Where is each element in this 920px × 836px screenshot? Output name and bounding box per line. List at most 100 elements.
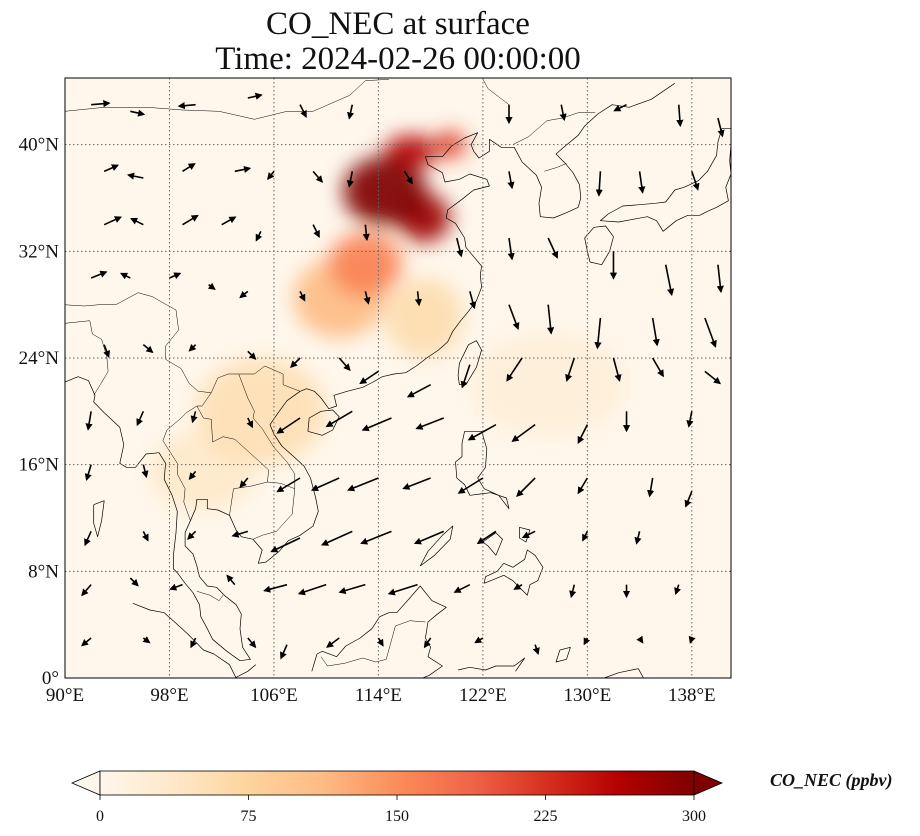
border-1: [162, 392, 212, 521]
wind-vector-25: [182, 214, 199, 226]
coastline-9: [419, 525, 454, 567]
wind-vector-116: [142, 636, 151, 644]
wind-vector-86: [516, 477, 536, 498]
map-frame: [64, 77, 732, 679]
border-10: [320, 620, 426, 667]
wind-vector-39: [207, 282, 216, 291]
wind-vector-110: [453, 583, 471, 593]
wind-vector-104: [169, 583, 183, 591]
wind-vector-88: [647, 477, 655, 498]
lat-tick-label-24: 24°N: [19, 348, 60, 369]
lon-tick-label-98: 98°E: [150, 685, 188, 706]
wind-vector-28: [312, 224, 320, 238]
wind-vector-20: [595, 171, 603, 197]
wind-vector-102: [81, 584, 92, 597]
wind-vector-38: [169, 272, 182, 280]
wind-vector-99: [521, 530, 536, 539]
wind-vector-8: [613, 103, 627, 112]
coastline-4: [600, 128, 731, 232]
wind-vector-59: [506, 357, 523, 382]
colorbar-ticks: 0 75 150 225 300: [96, 795, 706, 825]
wind-vector-0: [91, 100, 111, 108]
wind-vector-24: [130, 217, 144, 226]
wind-vector-101: [634, 531, 642, 545]
coastline-13: [132, 602, 237, 678]
wind-vector-5: [347, 104, 355, 120]
wind-vector-72: [467, 423, 497, 441]
wind-vector-83: [347, 477, 379, 492]
colorbar-tick-label-300: 300: [682, 808, 706, 825]
wind-vector-52: [188, 344, 197, 352]
wind-vector-42: [363, 291, 371, 305]
wind-vector-96: [360, 530, 392, 545]
coastline-7: [519, 526, 531, 543]
wind-vector-70: [361, 417, 392, 432]
lon-tick-label-138: 138°E: [668, 685, 716, 706]
longitude-tick-labels: 90°E 98°E 106°E 114°E 122°E 130°E 138°E: [46, 685, 716, 706]
wind-vector-126: [636, 635, 644, 644]
wind-vector-50: [103, 344, 111, 359]
coastline-17: [604, 668, 644, 678]
wind-vector-48: [651, 317, 660, 347]
wind-vector-107: [297, 583, 327, 596]
wind-vector-95: [320, 530, 353, 546]
coastline-3: [584, 225, 614, 266]
wind-vectors: [81, 92, 725, 660]
lat-tick-label-8: 8°N: [28, 561, 59, 582]
wind-vector-73: [511, 424, 536, 443]
coastline-6: [482, 532, 503, 556]
lon-tick-label-122: 122°E: [459, 685, 507, 706]
colorbar-tick-label-0: 0: [96, 808, 104, 825]
wind-vector-40: [239, 290, 249, 299]
wind-vector-93: [231, 530, 249, 538]
wind-vector-45: [508, 304, 520, 331]
wind-vector-114: [674, 584, 682, 596]
wind-vector-55: [338, 357, 351, 372]
coastline-2: [457, 340, 482, 386]
wind-vector-71: [415, 417, 444, 430]
wind-vector-115: [81, 637, 92, 647]
wind-vector-78: [141, 464, 149, 479]
wind-vector-57: [406, 383, 432, 398]
wind-vector-36: [90, 270, 108, 279]
lon-tick-label-114: 114°E: [355, 685, 402, 706]
concentration-hotspot-3: [384, 278, 464, 358]
wind-vector-123: [474, 636, 484, 644]
coastline-16: [458, 657, 526, 672]
wind-vector-29: [362, 224, 370, 242]
wind-vector-67: [246, 417, 254, 429]
wind-vector-27: [255, 230, 263, 242]
wind-vector-19: [507, 171, 515, 190]
wind-vector-53: [247, 350, 257, 360]
border-9: [544, 163, 567, 172]
wind-vector-7: [559, 104, 567, 122]
border-12: [482, 79, 510, 105]
wind-vector-81: [276, 477, 301, 493]
latitude-tick-labels: 0° 8°N 16°N 24°N 32°N 40°N: [19, 135, 60, 689]
coastline-11: [311, 612, 397, 672]
lat-tick-label-16: 16°N: [19, 455, 60, 476]
lon-tick-label-106: 106°E: [250, 685, 298, 706]
colorbar-tick-label-150: 150: [385, 808, 409, 825]
wind-vector-11: [103, 164, 119, 173]
wind-vector-12: [126, 172, 144, 180]
wind-vector-91: [142, 530, 149, 542]
wind-vector-44: [469, 291, 477, 310]
border-6: [65, 320, 109, 396]
wind-vector-32: [547, 237, 559, 259]
border-8: [512, 112, 596, 145]
wind-vector-127: [688, 635, 696, 644]
lat-tick-label-32: 32°N: [19, 241, 60, 262]
wind-vector-77: [84, 464, 92, 482]
wind-vector-66: [190, 411, 198, 424]
wind-vector-61: [612, 357, 622, 382]
wind-vector-94: [270, 537, 301, 553]
colorbar-tick-label-75: 75: [241, 808, 257, 825]
wind-vector-41: [298, 290, 306, 302]
wind-vector-121: [376, 637, 384, 647]
wind-vector-35: [716, 264, 724, 294]
wind-vector-21: [638, 171, 646, 194]
wind-vector-117: [190, 637, 197, 649]
colorbar-extend-min: [70, 770, 101, 796]
coastline-15: [555, 646, 571, 663]
